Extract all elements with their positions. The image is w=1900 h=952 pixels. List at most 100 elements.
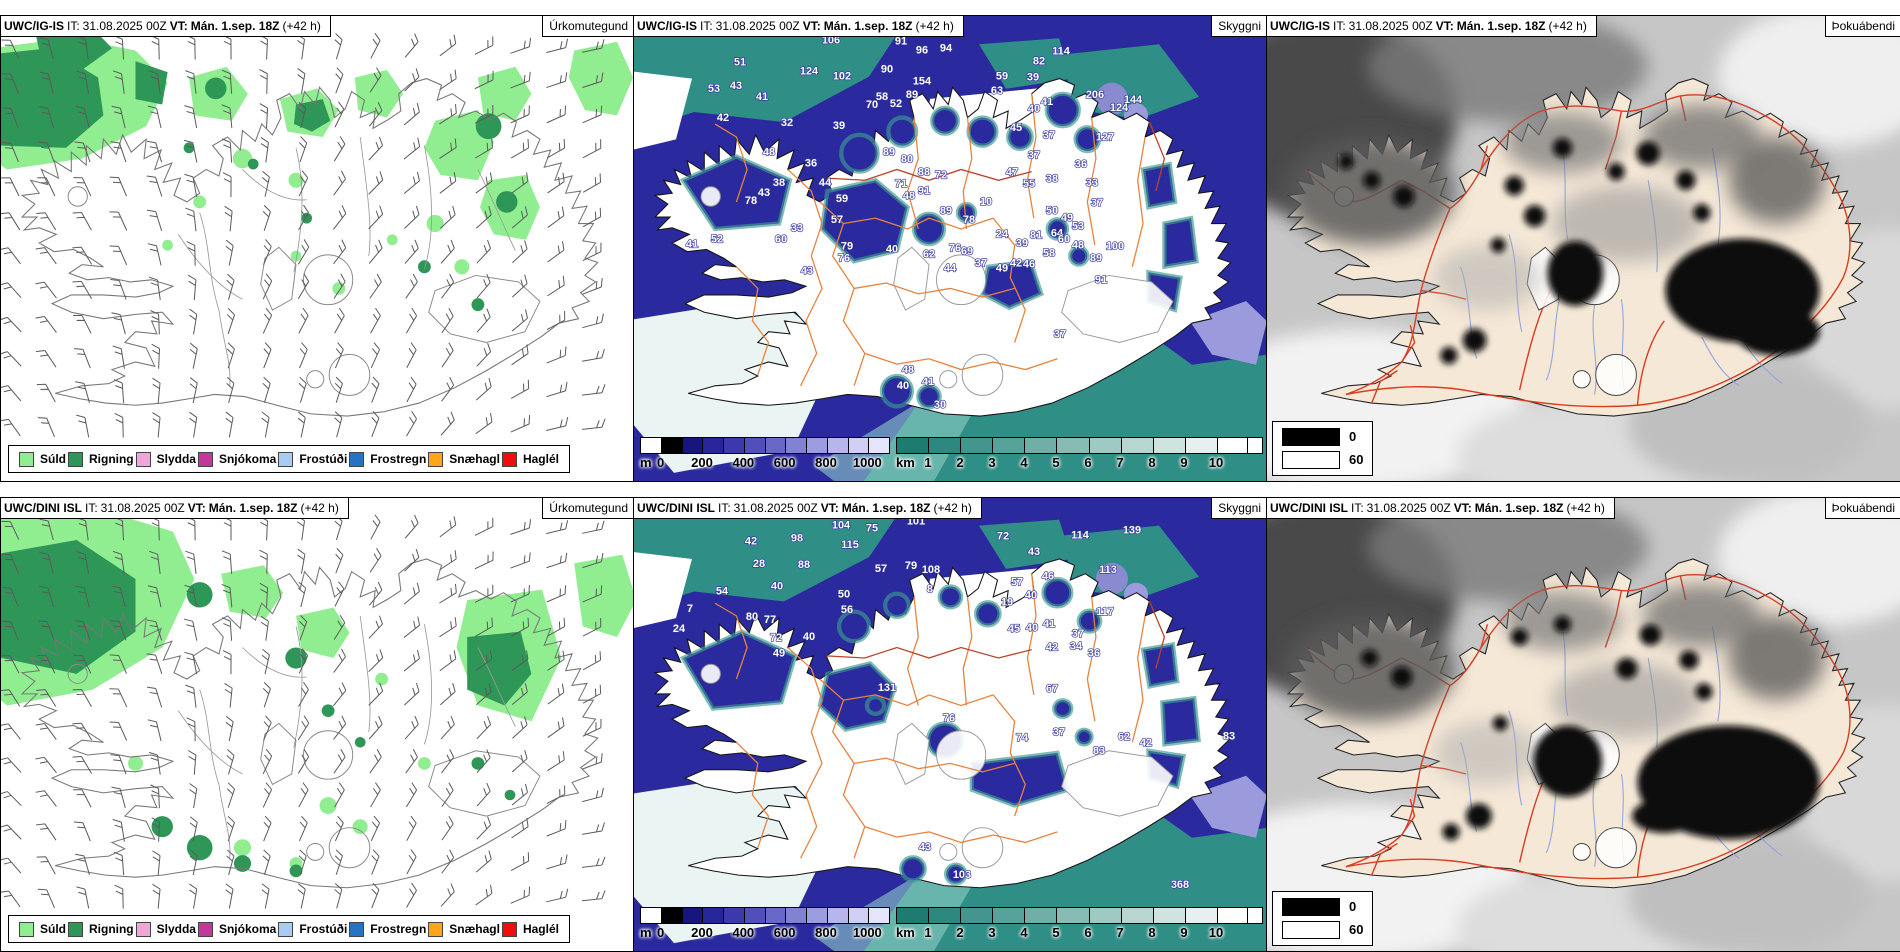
valid-time: Mán. 1.sep. 18Z	[823, 19, 913, 33]
init-label: IT:	[1351, 501, 1364, 515]
legend-swatch	[19, 921, 34, 937]
svg-text:38: 38	[773, 177, 785, 189]
svg-text:34: 34	[1070, 641, 1082, 653]
init-label: IT:	[67, 19, 80, 33]
panel-dini-skyggni[interactable]: 104 75 101 98 115 88 42 28 40 50 56 54 80 77 72 49 40 139…	[633, 497, 1268, 952]
svg-text:60: 60	[1058, 233, 1070, 245]
svg-text:82: 82	[1033, 55, 1045, 67]
fog-indicator-legend: 0 60	[1272, 421, 1374, 476]
svg-text:33: 33	[791, 222, 803, 234]
svg-text:71: 71	[895, 178, 907, 190]
product-label: Úrkomutegund	[542, 498, 634, 519]
fog-legend-swatch	[1282, 428, 1340, 446]
model-name: UWC/DINI ISL	[4, 501, 82, 515]
fog-legend-label: 60	[1349, 922, 1364, 937]
panel-dini-urkomutegund[interactable]: UWC/DINI ISL IT: 31.08.2025 00Z VT: Mán. 1.s…	[0, 497, 635, 952]
legend-swatch	[349, 921, 365, 937]
svg-text:24: 24	[673, 623, 685, 635]
svg-text:42: 42	[745, 535, 757, 547]
legend-item-snjókoma: Snjókoma	[197, 451, 277, 467]
svg-text:64: 64	[1051, 227, 1064, 239]
valid-time: Mán. 1.sep. 18Z	[1474, 501, 1564, 515]
svg-text:78: 78	[745, 195, 757, 207]
legend-swatch	[197, 921, 213, 937]
init-time: 31.08.2025 00Z	[82, 19, 167, 33]
svg-text:43: 43	[919, 842, 931, 854]
fog-legend-row: 0	[1282, 428, 1363, 446]
svg-text:100: 100	[1106, 240, 1124, 252]
precipitation-map	[1, 510, 634, 909]
init-label: IT:	[700, 19, 713, 33]
svg-text:58: 58	[876, 91, 888, 103]
legend-swatch	[135, 921, 151, 937]
panel-igis-urkomutegund[interactable]: UWC/IG-IS IT: 31.08.2025 00Z VT: Mán. 1.sep.…	[0, 15, 635, 482]
legend-label: Slydda	[156, 452, 196, 466]
svg-text:49: 49	[996, 263, 1008, 275]
fog-legend-swatch	[1282, 898, 1340, 916]
panel-dini-thokuabendi[interactable]: UWC/DINI ISL IT: 31.08.2025 00Z VT: Mán. 1.s…	[1266, 497, 1900, 952]
panel-igis-skyggni[interactable]: 106 91 96 94 114 82 124 102 90 154 59 39 206 124 144 63…	[633, 15, 1268, 482]
legend-label: Snjókoma	[218, 922, 277, 936]
svg-text:39: 39	[833, 120, 845, 132]
valid-label: VT:	[820, 501, 839, 515]
lead-time: (+42 h)	[1566, 501, 1605, 515]
legend-item-rigning: Rigning	[67, 921, 134, 937]
svg-text:19: 19	[1001, 596, 1013, 608]
svg-text:8: 8	[927, 584, 933, 596]
legend-item-frostúði: Frostúði	[278, 451, 347, 467]
valid-label: VT:	[1453, 501, 1472, 515]
init-time: 31.08.2025 00Z	[100, 501, 185, 515]
lead-time: (+42 h)	[300, 501, 339, 515]
svg-text:94: 94	[940, 42, 953, 54]
svg-text:51: 51	[734, 56, 746, 68]
svg-text:91: 91	[895, 35, 907, 47]
svg-text:54: 54	[716, 586, 728, 598]
svg-text:114: 114	[1052, 45, 1071, 57]
lead-time: (+42 h)	[282, 19, 321, 33]
svg-text:127: 127	[1096, 131, 1114, 143]
panel-igis-thokuabendi[interactable]: UWC/IG-IS IT: 31.08.2025 00Z VT: Mán. 1.sep.…	[1266, 15, 1900, 482]
svg-text:53: 53	[1072, 220, 1084, 232]
svg-text:57: 57	[831, 214, 843, 226]
legend-label: Haglél	[522, 452, 559, 466]
svg-text:83: 83	[1223, 730, 1235, 742]
svg-text:154: 154	[913, 76, 932, 88]
legend-label: Haglél	[522, 922, 559, 936]
svg-text:48: 48	[902, 364, 914, 376]
svg-text:59: 59	[836, 193, 848, 205]
svg-text:70: 70	[866, 99, 878, 111]
svg-text:368: 368	[1171, 879, 1189, 891]
legend-item-haglél: Haglél	[501, 921, 559, 937]
model-name: UWC/DINI ISL	[1270, 501, 1348, 515]
legend-label: Snjókoma	[218, 452, 277, 466]
legend-label: Frostregn	[370, 922, 427, 936]
legend-item-súld: Súld	[19, 921, 66, 937]
svg-text:49: 49	[773, 648, 785, 660]
svg-text:124: 124	[800, 66, 819, 78]
svg-text:43: 43	[730, 80, 742, 92]
svg-text:30: 30	[934, 399, 946, 411]
fog-indicator-map	[1267, 16, 1900, 481]
legend-label: Súld	[40, 922, 66, 936]
panel-header: UWC/IG-IS IT: 31.08.2025 00Z VT: Mán. 1.sep.…	[634, 16, 964, 37]
svg-text:50: 50	[838, 589, 850, 601]
svg-text:72: 72	[935, 170, 947, 182]
fog-indicator-map	[1267, 498, 1900, 951]
legend-item-frostregn: Frostregn	[349, 921, 427, 937]
svg-text:79: 79	[841, 240, 853, 252]
svg-text:41: 41	[922, 376, 934, 388]
svg-text:45: 45	[1008, 623, 1020, 635]
fog-legend-row: 60	[1282, 451, 1363, 469]
legend-item-frostúði: Frostúði	[278, 921, 347, 937]
svg-text:41: 41	[1043, 618, 1055, 630]
fog-legend-swatch	[1282, 921, 1340, 939]
svg-text:103: 103	[953, 869, 971, 881]
svg-text:40: 40	[1025, 590, 1037, 602]
svg-text:115: 115	[841, 539, 859, 551]
fog-legend-label: 60	[1349, 452, 1364, 467]
